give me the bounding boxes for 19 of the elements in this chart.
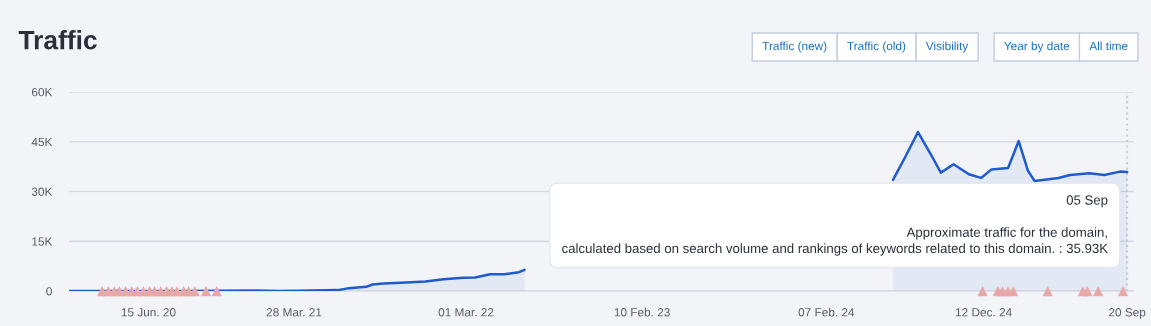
text: Traffic (new) — [762, 41, 827, 53]
text: Traffic (old) — [847, 41, 906, 53]
x-tick-label: 28 Mar. 21 — [266, 308, 322, 317]
y-tick-label: 30K — [31, 187, 53, 196]
y-tick-label: 0 — [46, 287, 52, 296]
text: Year by date — [1004, 41, 1070, 53]
chart-title: Traffic — [18, 30, 97, 50]
text: Visibility — [925, 41, 969, 53]
x-tick-label: 01 Mar. 22 — [438, 308, 494, 317]
text: All time — [1089, 41, 1128, 51]
x-tick-label: 10 Feb. 23 — [614, 307, 670, 317]
y-tick-label: 45K — [31, 137, 53, 147]
text: 05 Sep Approximate traffic for the domain, calculated based on search volume and rankings of keywords related to this domain. : 35.93K — [562, 195, 1108, 256]
x-tick-label: 20 Sep — [1109, 308, 1146, 319]
x-tick-label: 07 Feb. 24 — [798, 307, 855, 317]
x-tick-label: 12 Dec. 24 — [955, 308, 1012, 317]
x-tick-label: 15 Jun. 20 — [121, 308, 176, 317]
y-tick-label: 15K — [32, 237, 53, 246]
y-tick-label: 60K — [31, 87, 53, 97]
